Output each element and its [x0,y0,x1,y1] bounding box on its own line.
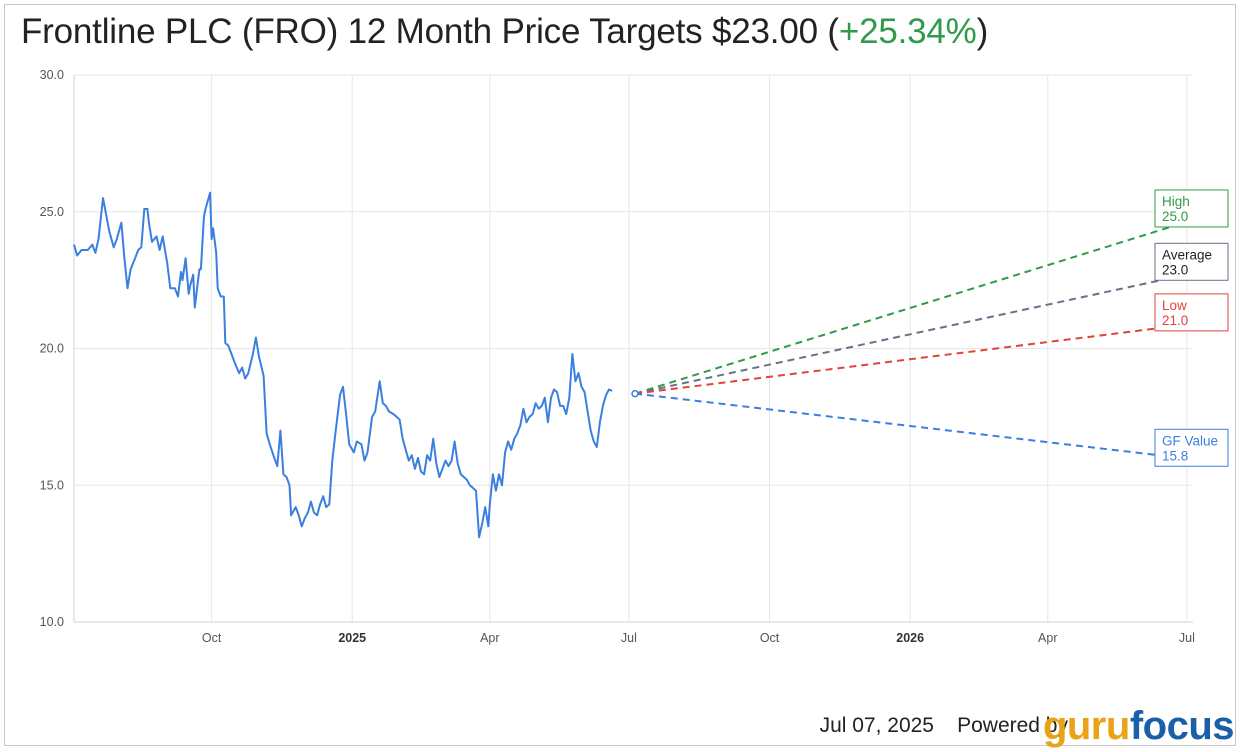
projection-start-marker [631,389,639,398]
axes: 30.0 25.0 20.0 15.0 10.0 Oct 2025 Apr Jul Oct 2026… [40,68,1195,645]
x-tick-label: Apr [1038,631,1057,645]
grid [74,74,1193,623]
x-tick-label: 2026 [896,631,924,645]
price-series [73,191,613,539]
y-tick-label: 10.0 [40,615,64,629]
x-tick-label: Oct [202,631,222,645]
projections [631,219,1194,461]
low-label-name: Low [1162,298,1187,313]
title-main: Frontline PLC (FRO) 12 Month Price Targe… [21,12,839,51]
y-tick-label: 15.0 [40,478,64,492]
average-label-box [1154,242,1229,281]
x-tick-label: Jul [1179,631,1195,645]
gf-value-label-box [1154,428,1229,467]
chart-title: Frontline PLC (FRO) 12 Month Price Targe… [21,12,988,52]
x-tick-label: Jul [621,631,637,645]
high-label-box [1154,189,1229,228]
price-line [73,191,613,539]
high-projection-line [634,219,1194,395]
gf-value-label-name: GF Value [1162,433,1218,448]
low-projection-line [634,322,1194,395]
x-tick-label: Apr [480,631,499,645]
footer-date: Jul 07, 2025 [819,714,934,737]
low-label-value: 21.0 [1162,313,1188,328]
logo-focus: focus [1129,704,1235,748]
y-tick-label: 20.0 [40,342,64,356]
chart-frame [4,4,1236,746]
title-change: +25.34% [838,12,977,51]
gf-value-projection-line [634,392,1194,461]
footer: Jul 07, 2025 Powered by gurufocus [614,702,1235,748]
average-projection-line [634,272,1194,395]
average-label-name: Average [1162,247,1212,262]
low-label-box [1154,293,1229,332]
x-tick-label: 2025 [338,631,366,645]
high-label-value: 25.0 [1162,209,1188,224]
y-tick-label: 25.0 [40,205,64,219]
high-label-name: High [1162,194,1190,209]
gurufocus-logo[interactable]: gurufocus [1042,704,1235,748]
y-tick-label: 30.0 [40,68,64,82]
powered-by-text: Powered by [957,714,1068,737]
title-close: ) [976,12,989,51]
gf-value-label-value: 15.8 [1162,448,1188,463]
logo-guru: guru [1042,704,1130,748]
average-label-value: 23.0 [1162,262,1188,277]
x-tick-label: Oct [760,631,780,645]
